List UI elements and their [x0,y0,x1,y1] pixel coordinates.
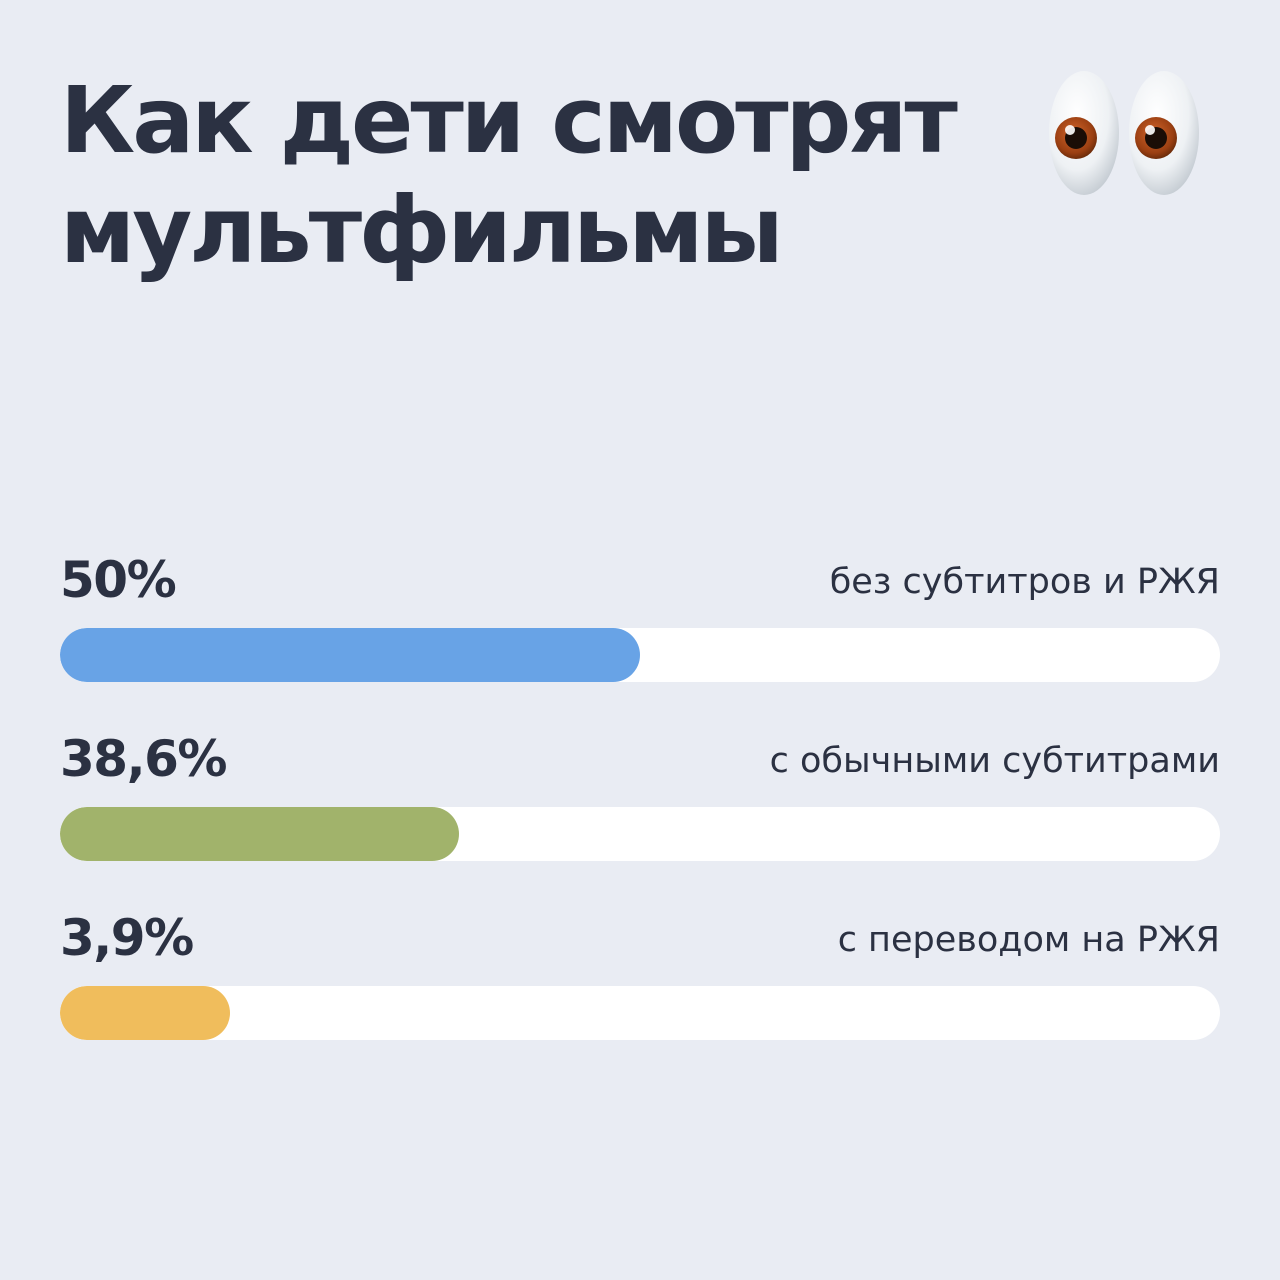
bar-track [60,628,1220,682]
bar-row: 38,6% с обычными субтитрами [60,731,1220,861]
right-eye [1129,71,1199,195]
bar-track [60,807,1220,861]
chart-title: Как дети смотрят мультфильмы [60,67,958,284]
bar-category-label: с обычными субтитрами [769,741,1220,781]
left-eye [1049,71,1119,195]
eyes-icon [1049,71,1199,195]
bar-fill [60,628,640,682]
bar-row: 3,9% с переводом на РЖЯ [60,910,1220,1040]
bar-category-label: без субтитров и РЖЯ [829,562,1220,602]
bar-row: 50% без субтитров и РЖЯ [60,552,1220,682]
bar-fill [60,986,231,1040]
bar-value-label: 50% [60,551,177,609]
bar-value-label: 38,6% [60,730,227,788]
bar-value-label: 3,9% [60,909,194,967]
bar-track [60,986,1220,1040]
bar-category-label: с переводом на РЖЯ [837,920,1220,960]
bar-fill [60,807,459,861]
